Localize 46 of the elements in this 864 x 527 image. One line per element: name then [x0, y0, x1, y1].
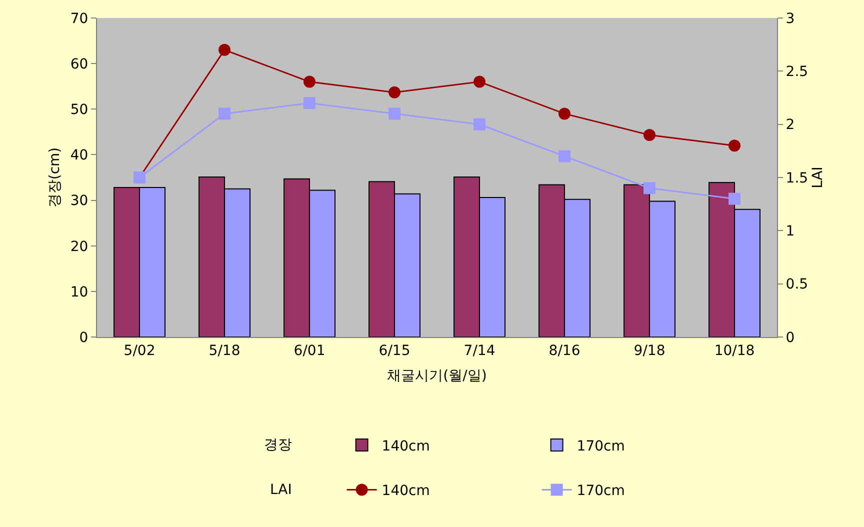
legend-label: 140cm — [382, 438, 430, 455]
point — [558, 108, 570, 120]
text: LAI — [270, 482, 292, 498]
point — [388, 108, 400, 120]
y-tick-label: 0 — [79, 330, 88, 346]
point — [728, 192, 740, 205]
legend-label: 140cm — [382, 483, 430, 500]
legend-label: 170cm — [576, 483, 625, 500]
legend-label: 170cm — [576, 438, 625, 455]
point — [644, 128, 656, 141]
y2-axis-title: LAI — [810, 166, 826, 188]
text: 경장 — [264, 437, 292, 453]
x-tick-label: 6/01 — [294, 342, 326, 359]
point — [474, 76, 486, 88]
point — [558, 150, 570, 162]
y-tick-label: 30 — [70, 193, 88, 210]
x-tick-label: 10/18 — [714, 342, 755, 359]
x-tick-label: 8/16 — [548, 342, 580, 359]
y-tick-label: 50 — [70, 102, 88, 118]
point — [218, 44, 230, 56]
y2-tick-label: 3 — [786, 10, 795, 27]
x-tick-label: 7/14 — [464, 342, 496, 359]
point — [728, 140, 740, 152]
point — [644, 182, 656, 194]
x-tick-label: 6/15 — [378, 342, 410, 359]
y2-tick-label: 1.5 — [786, 170, 808, 186]
y-tick-label: 20 — [70, 238, 88, 255]
y-tick-label: 70 — [70, 10, 88, 27]
y2-tick-label: 0.5 — [786, 276, 808, 293]
y-axis-title: 경장(cm) — [47, 147, 63, 208]
point — [304, 76, 316, 88]
y2-tick-label: 0 — [786, 330, 795, 346]
point — [304, 97, 316, 110]
y2-tick-label: 1 — [786, 224, 795, 240]
x-tick-label: 5/18 — [208, 342, 240, 359]
y-tick-label: 60 — [70, 56, 88, 72]
y-tick-label: 40 — [70, 148, 88, 164]
y2-tick-label: 2.5 — [786, 64, 808, 80]
point — [218, 108, 230, 120]
x-tick-label: 9/18 — [634, 342, 666, 359]
y2-tick-label: 2 — [786, 117, 795, 134]
x-tick-label: 5/02 — [124, 342, 156, 359]
x-axis-title: 채굴시기(월/일) — [387, 368, 487, 384]
point — [388, 86, 400, 98]
point — [474, 118, 486, 130]
y-tick-label: 10 — [70, 284, 88, 300]
